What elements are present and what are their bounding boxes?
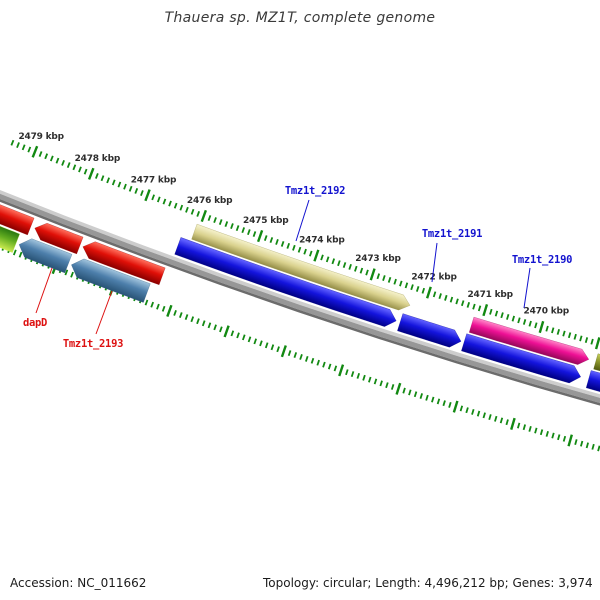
gene-Tmz1t-2190[interactable]	[468, 316, 590, 365]
gene-label-Tmz1t-2191[interactable]: Tmz1t_2191	[422, 228, 483, 240]
cds-left-3[interactable]	[82, 241, 166, 286]
topology-text: Topology: circular; Length: 4,496,212 bp…	[263, 576, 593, 590]
gene-track	[0, 198, 600, 398]
cds-left-2[interactable]	[34, 222, 84, 255]
gene-label-Tmz1t-2192[interactable]: Tmz1t_2192	[285, 185, 346, 197]
ruler-label: 2477 kbp	[131, 175, 177, 185]
status-bar: Accession: NC_011662 Topology: circular;…	[0, 576, 600, 596]
gene-label-Tmz1t-2193[interactable]: Tmz1t_2193	[63, 338, 124, 350]
gene-dapD[interactable]	[18, 238, 73, 274]
gene-label-Tmz1t-2190-leader	[523, 267, 531, 309]
ruler-label: 2476 kbp	[187, 196, 233, 206]
gene-Tmz1t-2192[interactable]	[191, 223, 411, 311]
cds-blue-long[interactable]	[174, 237, 397, 327]
cds-green[interactable]	[0, 217, 21, 253]
cds-blue-3[interactable]	[461, 333, 582, 384]
ruler-label: 2475 kbp	[243, 216, 289, 226]
gene-labels: dapD Tmz1t_2193 Tmz1t_2192 Tmz1t_2191 Tmz1t_…	[23, 185, 572, 350]
gene-Tmz1t-2191[interactable]	[397, 313, 462, 348]
ruler-label: 2473 kbp	[355, 254, 401, 264]
gene-label-dapD-leader	[35, 267, 53, 314]
cds-left-1[interactable]	[0, 198, 35, 236]
ruler-label: 2474 kbp	[299, 235, 345, 245]
gene-label-Tmz1t-2192-leader	[295, 199, 310, 242]
backbone-band	[0, 190, 600, 406]
accession-text: Accession: NC_011662	[10, 576, 147, 590]
ruler-label: 2472 kbp	[411, 272, 457, 282]
ruler-label: 2479 kbp	[18, 132, 64, 142]
gene-label-Tmz1t-2190[interactable]: Tmz1t_2190	[512, 254, 573, 266]
page-title: Thauera sp. MZ1T, complete genome	[164, 10, 436, 26]
ruler-label: 2470 kbp	[524, 307, 570, 317]
cds-olive[interactable]	[593, 353, 600, 379]
cds-blue-right[interactable]	[585, 370, 600, 398]
gene-label-Tmz1t-2193-leader	[95, 290, 113, 335]
ruler-label: 2471 kbp	[467, 290, 513, 300]
gene-label-Tmz1t-2191-leader	[431, 242, 438, 283]
gene-Tmz1t-2193[interactable]	[71, 258, 151, 303]
ruler-label: 2478 kbp	[75, 154, 121, 164]
gene-label-dapD[interactable]: dapD	[23, 317, 47, 329]
